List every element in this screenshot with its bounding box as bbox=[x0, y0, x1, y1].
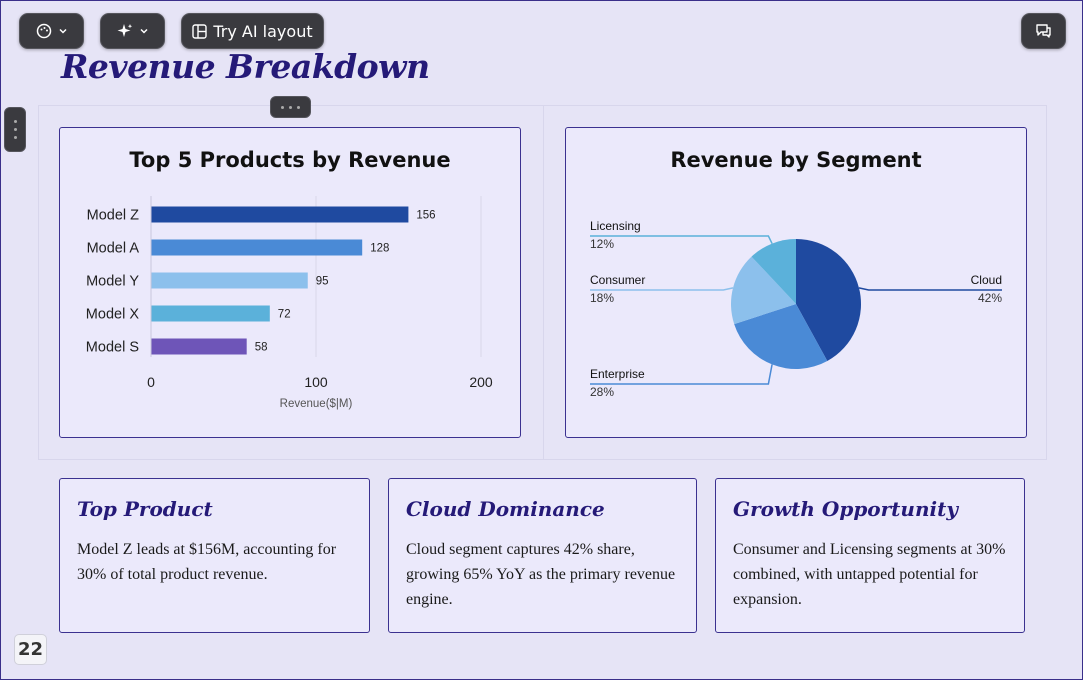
insight-card-top-product: Top Product Model Z leads at $156M, acco… bbox=[59, 478, 370, 633]
pie-chart-title: Revenue by Segment bbox=[670, 148, 922, 172]
insight-title: Cloud Dominance bbox=[406, 497, 605, 521]
pie-leader-line bbox=[590, 287, 734, 291]
pie-label: Enterprise bbox=[590, 367, 645, 381]
category-label: Model S bbox=[86, 340, 139, 356]
pie-slice bbox=[731, 256, 796, 325]
pie-slice bbox=[796, 239, 861, 361]
theme-button[interactable] bbox=[19, 13, 84, 49]
x-tick-label: 0 bbox=[147, 374, 155, 390]
pie-chart: Cloud 42% Enterprise 28% Consumer 18% Licensin… bbox=[590, 219, 1002, 399]
insight-body: Model Z leads at $156M, accounting for 3… bbox=[77, 541, 337, 583]
category-label: Model Y bbox=[86, 274, 139, 290]
layout-icon bbox=[192, 23, 208, 39]
bar-chart-title: Top 5 Products by Revenue bbox=[129, 148, 451, 172]
pie-leader-line bbox=[858, 287, 1002, 291]
pie-value-label: 12% bbox=[590, 237, 614, 251]
bar-value-label: 95 bbox=[316, 276, 329, 288]
block-drag-handle[interactable] bbox=[270, 96, 311, 118]
bar-chart-card: Top 5 Products by Revenue 0 100 200 Model Z… bbox=[59, 127, 521, 438]
page-number-badge: 22 bbox=[14, 634, 47, 665]
pie-chart-card: Revenue by Segment Cloud 42% Enterprise 28%… bbox=[565, 127, 1027, 438]
try-ai-layout-label: Try AI layout bbox=[213, 21, 313, 41]
insight-title: Growth Opportunity bbox=[733, 497, 958, 521]
x-tick-label: 200 bbox=[469, 374, 493, 390]
pie-label: Cloud bbox=[971, 273, 1002, 287]
bar bbox=[151, 272, 308, 289]
pie-label: Consumer bbox=[590, 273, 645, 287]
pie-value-label: 18% bbox=[590, 291, 614, 305]
insight-card-cloud-dominance: Cloud Dominance Cloud segment captures 4… bbox=[388, 478, 697, 633]
x-tick-label: 100 bbox=[304, 374, 328, 390]
insight-body: Consumer and Licensing segments at 30% c… bbox=[733, 541, 1006, 608]
comments-button[interactable] bbox=[1021, 13, 1066, 49]
bar-value-label: 72 bbox=[278, 309, 291, 321]
bar bbox=[151, 239, 363, 256]
pie-value-label: 42% bbox=[978, 291, 1002, 305]
ai-magic-button[interactable] bbox=[100, 13, 165, 49]
page-title: Revenue Breakdown bbox=[61, 47, 430, 86]
pie-label: Licensing bbox=[590, 219, 641, 233]
pie-slice bbox=[751, 239, 796, 304]
bar-chart: 0 100 200 Model Z 156 Model A 128 Model Y 95 Mode… bbox=[86, 196, 493, 410]
bar-value-label: 156 bbox=[416, 210, 435, 222]
comment-icon bbox=[1035, 23, 1052, 39]
bar bbox=[151, 305, 270, 322]
bar-value-label: 58 bbox=[255, 342, 268, 354]
category-label: Model A bbox=[87, 241, 140, 257]
bar-value-label: 128 bbox=[370, 243, 389, 255]
pie-leader-line bbox=[590, 364, 773, 385]
sparkle-icon bbox=[117, 23, 133, 39]
try-ai-layout-button[interactable]: Try AI layout bbox=[181, 13, 324, 49]
insight-body: Cloud segment captures 42% share, growin… bbox=[406, 541, 676, 608]
pie-value-label: 28% bbox=[590, 385, 614, 399]
insight-title: Top Product bbox=[77, 497, 213, 521]
pie-slice bbox=[734, 304, 828, 369]
chevron-down-icon bbox=[139, 26, 149, 36]
bar bbox=[151, 206, 409, 223]
x-axis-label: Revenue($|M) bbox=[280, 398, 353, 410]
insight-card-growth-opportunity: Growth Opportunity Consumer and Licensin… bbox=[715, 478, 1025, 633]
charts-layout-block bbox=[38, 105, 1047, 460]
category-label: Model Z bbox=[87, 208, 140, 224]
side-drag-handle[interactable] bbox=[4, 107, 26, 152]
bar bbox=[151, 338, 247, 355]
chevron-down-icon bbox=[58, 26, 68, 36]
pie-leader-line bbox=[590, 235, 773, 244]
palette-icon bbox=[36, 23, 52, 39]
category-label: Model X bbox=[86, 307, 140, 323]
